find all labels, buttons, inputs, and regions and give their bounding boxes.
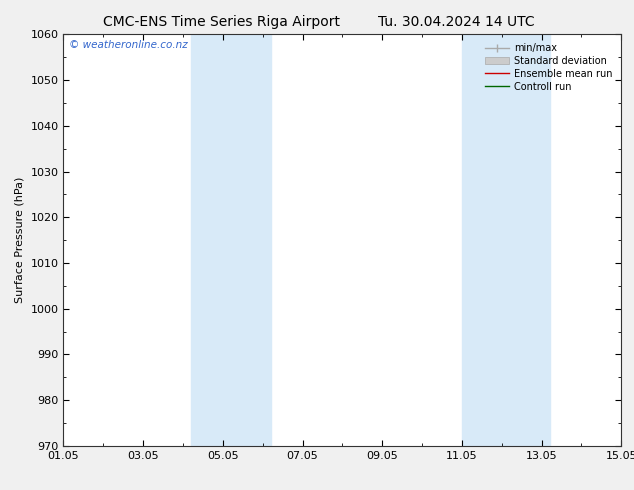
Text: Tu. 30.04.2024 14 UTC: Tu. 30.04.2024 14 UTC — [378, 15, 535, 29]
Y-axis label: Surface Pressure (hPa): Surface Pressure (hPa) — [15, 177, 25, 303]
Bar — [191, 34, 271, 446]
Text: CMC-ENS Time Series Riga Airport: CMC-ENS Time Series Riga Airport — [103, 15, 340, 29]
Bar — [462, 34, 550, 446]
Text: © weatheronline.co.nz: © weatheronline.co.nz — [69, 41, 188, 50]
Legend: min/max, Standard deviation, Ensemble mean run, Controll run: min/max, Standard deviation, Ensemble me… — [481, 39, 616, 96]
